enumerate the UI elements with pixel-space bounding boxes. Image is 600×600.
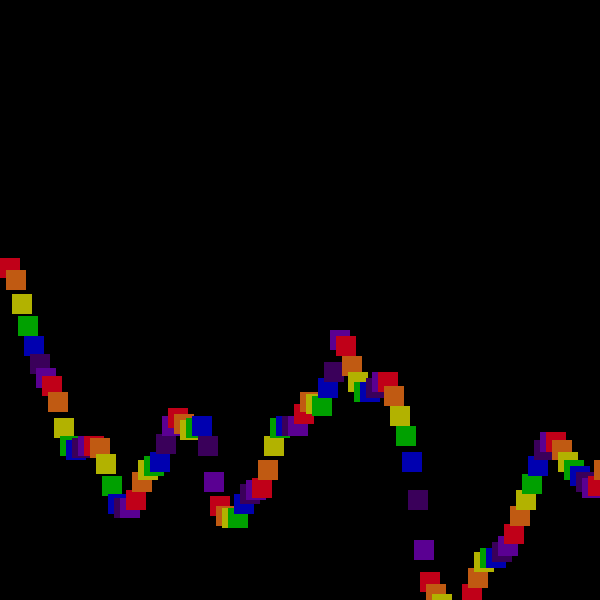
trail-square: [336, 336, 356, 356]
trail-square: [90, 438, 110, 458]
trail-square: [12, 294, 32, 314]
trail-square: [198, 436, 218, 456]
trail-square: [318, 378, 338, 398]
trail-square: [510, 506, 530, 526]
trail-square: [204, 472, 224, 492]
trail-square: [384, 386, 404, 406]
trail-square: [192, 416, 212, 436]
trail-square: [432, 594, 452, 600]
trail-square: [258, 460, 278, 480]
trail-square: [252, 478, 272, 498]
trail-square: [126, 490, 146, 510]
square-trail-layer: [0, 258, 600, 600]
trail-square: [342, 356, 362, 376]
trail-square: [42, 376, 62, 396]
trail-square: [588, 476, 600, 496]
trail-square: [96, 454, 116, 474]
trail-square: [414, 540, 434, 560]
trail-square: [24, 336, 44, 356]
trail-square: [402, 452, 422, 472]
trail-square: [6, 270, 26, 290]
trail-square: [324, 362, 344, 382]
trail-square: [390, 406, 410, 426]
trail-square: [18, 316, 38, 336]
trail-square: [396, 426, 416, 446]
trail-square: [468, 568, 488, 588]
trail-square: [594, 460, 600, 480]
trail-square: [150, 452, 170, 472]
trail-square: [102, 476, 122, 496]
trail-square: [522, 474, 542, 494]
trail-square: [504, 524, 524, 544]
trail-square: [264, 436, 284, 456]
trail-square: [408, 490, 428, 510]
trail-square: [312, 396, 332, 416]
trail-square: [156, 434, 176, 454]
trail-square: [54, 418, 74, 438]
trail-square: [516, 490, 536, 510]
trail-square: [528, 456, 548, 476]
trail-square: [48, 392, 68, 412]
